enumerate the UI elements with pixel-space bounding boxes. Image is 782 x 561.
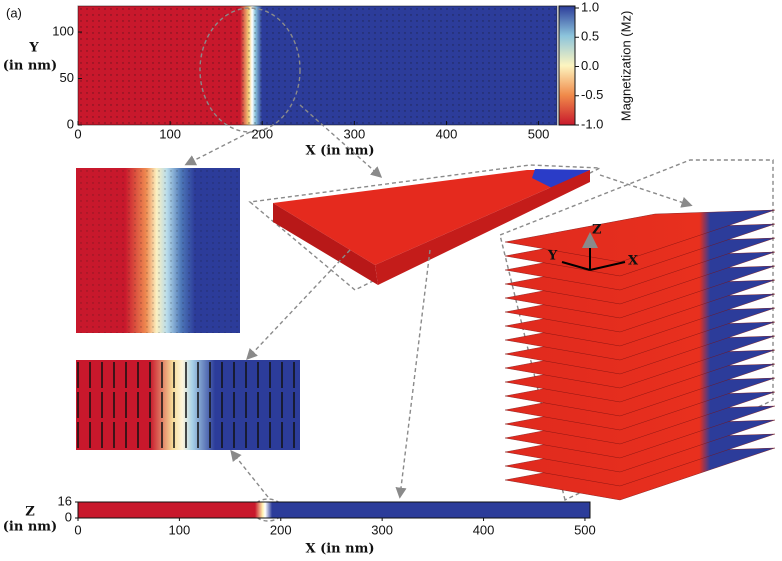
inset-arrows [76,360,300,450]
stack-axes: Z Y X [547,223,639,271]
x-tick-label: 400 [473,522,495,537]
slab-side [375,170,590,285]
y-tick-label: 100 [52,23,74,38]
y-tick-label: 0 [67,116,74,131]
x-tick-label: 100 [159,126,181,141]
colorbar-tick-label: -0.5 [581,87,603,102]
z-axis-label: Z [25,505,35,520]
slab-top-blue [532,169,590,188]
slab-front [273,203,378,285]
axis-name: X [628,254,639,269]
x-axis-label: X (in nm) [305,542,374,557]
z-tick-label: 0 [65,509,72,524]
map-frame [77,5,558,126]
layer-stack [499,159,776,502]
x-tick-label: 0 [74,126,81,141]
colorbar [558,5,576,126]
colorbar-tick-label: 0.5 [581,29,599,44]
y-axis-label: (in nm) [3,59,57,74]
x-tick-label: 200 [251,126,273,141]
slab-top [273,170,590,265]
top-map [77,5,558,133]
x-tick-label: 300 [343,126,365,141]
z-axis-label: (in nm) [3,520,57,535]
axis-name: Y [547,249,558,264]
slab-box [248,164,601,291]
colorbar-label: Magnetization (Mz) [618,11,633,122]
axis-name: Z [592,223,602,238]
x-axis-label: X (in nm) [305,144,374,159]
x-tick-label: 100 [169,522,191,537]
strip-frame [77,501,591,519]
stack-box [499,159,774,502]
colorbar-tick-label: -1.0 [581,116,603,131]
y-axis-label: Y [28,41,39,56]
inset-arrows [76,168,240,333]
x-tick-label: 200 [270,522,292,537]
z-tick-label: 16 [58,493,72,508]
stack-layer [504,209,776,263]
strip-red [78,502,263,518]
colorbar-tick-label: 0.0 [581,58,599,73]
x-tick-label: 0 [74,522,81,537]
zoom-ellipse [199,7,301,133]
x-tick-label: 300 [371,522,393,537]
panel-label: (a) [6,5,22,20]
x-tick-label: 500 [574,522,596,537]
strip-wall [255,502,272,518]
colorbar-tick-label: 1.0 [581,0,599,14]
y-tick-label: 50 [60,70,74,85]
slab-3d [248,164,601,291]
x-tick-label: 400 [436,126,458,141]
x-tick-label: 500 [528,126,550,141]
